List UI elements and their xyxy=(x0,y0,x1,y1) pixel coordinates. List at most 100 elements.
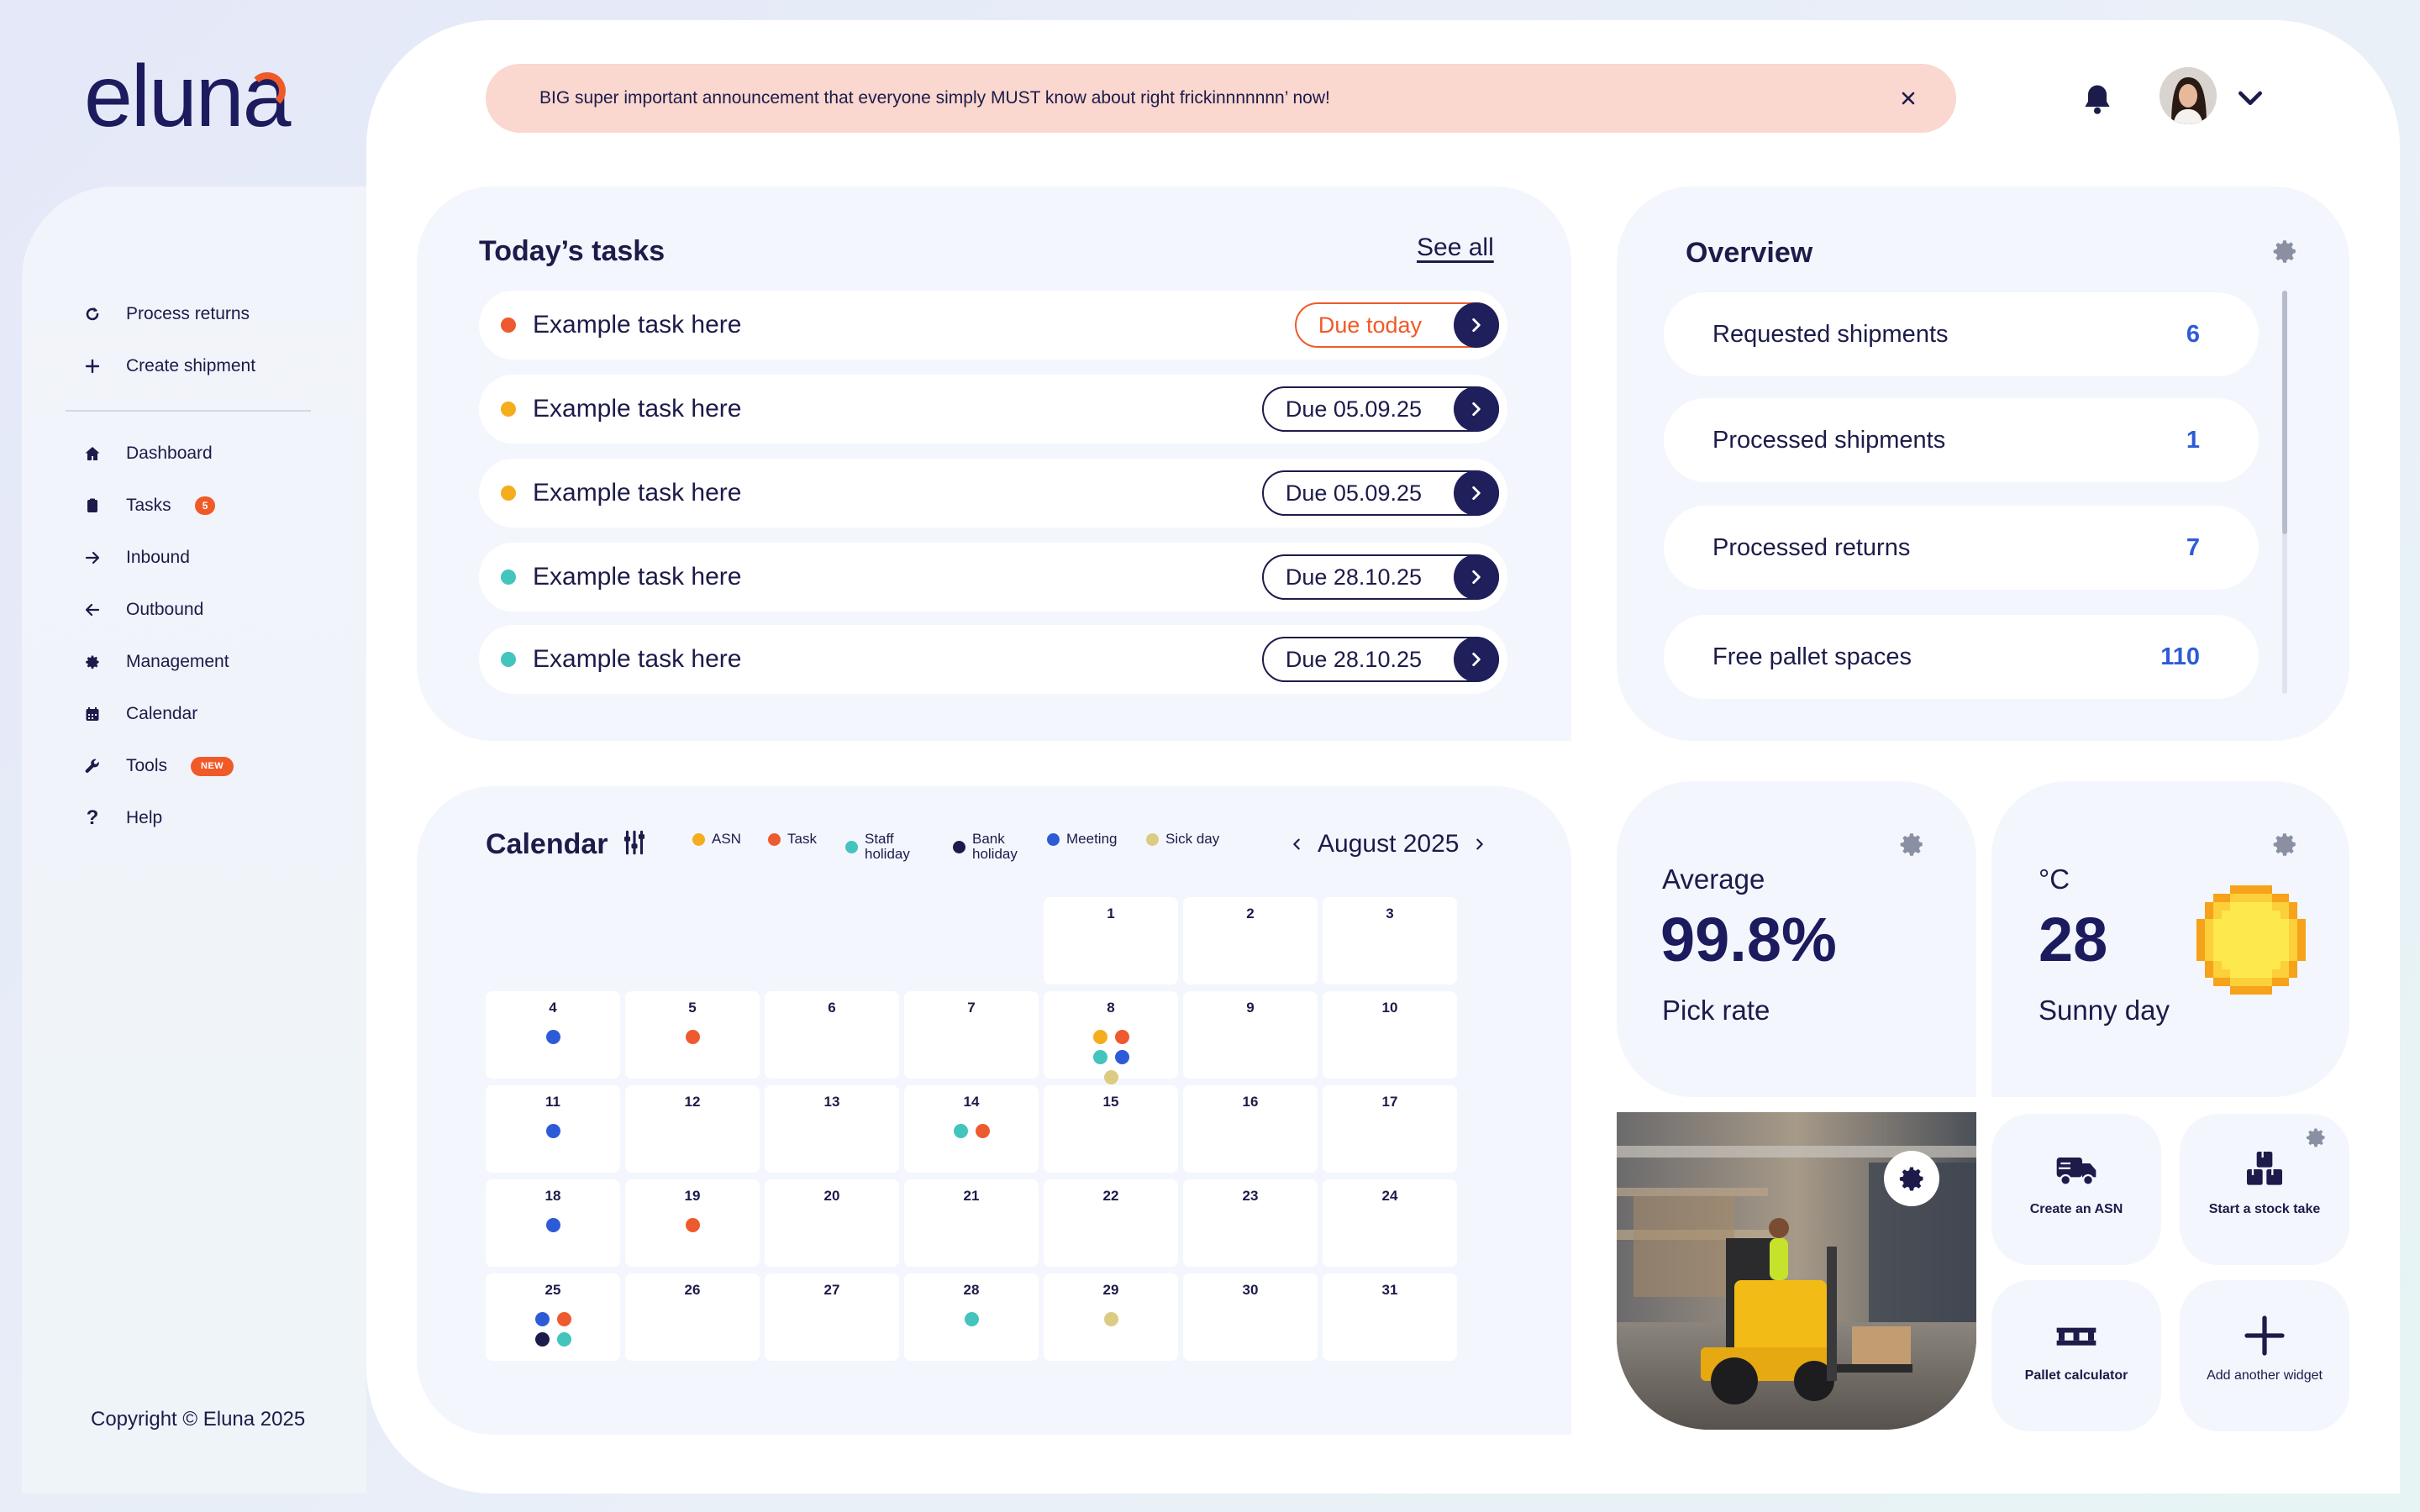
sidebar-item-inbound[interactable]: Inbound xyxy=(77,539,190,576)
overview-row[interactable]: Processed shipments 1 xyxy=(1664,398,2259,482)
overview-row[interactable]: Processed returns 7 xyxy=(1664,506,2259,590)
arrow-right-circle-icon[interactable] xyxy=(1454,637,1499,682)
arrow-right-circle-icon[interactable] xyxy=(1454,554,1499,600)
day-number: 10 xyxy=(1381,1000,1398,1016)
day-number: 9 xyxy=(1246,1000,1255,1016)
calendar-day[interactable]: 5 xyxy=(625,991,760,1079)
tasks-title: Today’s tasks xyxy=(479,235,666,267)
calendar-day[interactable]: 6 xyxy=(765,991,899,1079)
sidebar-item-process-returns[interactable]: Process returns xyxy=(77,296,250,333)
calendar-day[interactable]: 8 xyxy=(1044,991,1178,1084)
task-status-dot xyxy=(501,652,516,667)
task-due[interactable]: Due 28.10.25 xyxy=(1261,635,1499,684)
sidebar-item-dashboard[interactable]: Dashboard xyxy=(77,435,213,472)
day-number: 14 xyxy=(963,1094,980,1110)
calendar-day[interactable]: 13 xyxy=(765,1085,899,1173)
calendar-day[interactable]: 18 xyxy=(486,1179,620,1267)
scrollbar-thumb[interactable] xyxy=(2282,291,2287,534)
calendar-day[interactable]: 11 xyxy=(486,1085,620,1173)
chevron-left-icon[interactable] xyxy=(1284,832,1309,857)
calendar-day[interactable]: 10 xyxy=(1323,991,1457,1079)
calendar-filter-sliders-icon[interactable] xyxy=(620,828,649,857)
calendar-day[interactable]: 25 xyxy=(486,1273,620,1361)
warehouse-forklift-photo xyxy=(1617,1112,1976,1430)
calendar-day[interactable]: 26 xyxy=(625,1273,760,1361)
sidebar-item-tools[interactable]: Tools NEW xyxy=(77,748,234,785)
pick-rate-settings-gear-icon[interactable] xyxy=(1897,830,1926,858)
month-switcher: August 2025 xyxy=(1284,830,1492,858)
chevron-down-icon[interactable] xyxy=(2233,81,2267,114)
task-due[interactable]: Due 05.09.25 xyxy=(1261,385,1499,433)
add-widget-button[interactable]: Add another widget xyxy=(2180,1280,2349,1431)
chevron-right-icon[interactable] xyxy=(1467,832,1492,857)
calendar-day[interactable]: 12 xyxy=(625,1085,760,1173)
task-row[interactable]: Example task here Due 28.10.25 xyxy=(479,543,1507,612)
calendar-day[interactable]: 3 xyxy=(1323,897,1457,984)
day-number: 24 xyxy=(1381,1188,1398,1204)
event-dot xyxy=(1103,1070,1118,1084)
calendar-day[interactable]: 2 xyxy=(1183,897,1318,984)
calendar-day[interactable]: 17 xyxy=(1323,1085,1457,1173)
quick-actions-settings-gear-icon[interactable] xyxy=(2304,1126,2328,1149)
task-row[interactable]: Example task here Due 05.09.25 xyxy=(479,459,1507,528)
arrow-right-circle-icon[interactable] xyxy=(1454,302,1499,348)
calendar-day[interactable]: 9 xyxy=(1183,991,1318,1079)
calendar-day[interactable]: 27 xyxy=(765,1273,899,1361)
calendar-day[interactable]: 7 xyxy=(904,991,1039,1079)
see-all-link[interactable]: See all xyxy=(1417,234,1494,261)
sidebar-item-outbound[interactable]: Outbound xyxy=(77,591,203,628)
calendar-day[interactable]: 14 xyxy=(904,1085,1039,1173)
legend-label: Meeting xyxy=(1066,831,1118,847)
arrow-right-circle-icon[interactable] xyxy=(1454,470,1499,516)
task-due[interactable]: Due today xyxy=(1294,301,1499,349)
notifications-bell-icon[interactable] xyxy=(2079,81,2116,118)
question-icon: ? xyxy=(86,806,99,829)
calendar-day[interactable]: 31 xyxy=(1323,1273,1457,1361)
calendar-day[interactable]: 4 xyxy=(486,991,620,1079)
calendar-day[interactable]: 29 xyxy=(1044,1273,1178,1361)
sidebar-item-tasks[interactable]: Tasks 5 xyxy=(77,487,216,524)
calendar-day[interactable]: 21 xyxy=(904,1179,1039,1267)
calendar-day[interactable]: 23 xyxy=(1183,1179,1318,1267)
close-icon[interactable] xyxy=(1892,82,1924,114)
task-row[interactable]: Example task here Due 05.09.25 xyxy=(479,375,1507,444)
day-number: 6 xyxy=(828,1000,836,1016)
legend-swatch xyxy=(953,840,965,853)
qa-label: Start a stock take xyxy=(2208,1202,2321,1216)
calendar-day[interactable]: 20 xyxy=(765,1179,899,1267)
qa-label: Pallet calculator xyxy=(2024,1368,2128,1383)
calendar-day[interactable]: 22 xyxy=(1044,1179,1178,1267)
task-row[interactable]: Example task here Due 28.10.25 xyxy=(479,625,1507,694)
sidebar-divider xyxy=(66,410,311,412)
eluna-logo[interactable]: eluna xyxy=(84,47,291,147)
overview-scrollbar[interactable] xyxy=(2282,291,2287,694)
calendar-day[interactable]: 28 xyxy=(904,1273,1039,1361)
calendar-day[interactable]: 24 xyxy=(1323,1179,1457,1267)
arrow-right-circle-icon[interactable] xyxy=(1454,386,1499,432)
overview-settings-gear-icon[interactable] xyxy=(2270,237,2299,265)
event-dot xyxy=(556,1332,571,1347)
overview-row[interactable]: Requested shipments 6 xyxy=(1664,292,2259,376)
sidebar-item-calendar[interactable]: Calendar xyxy=(77,696,197,732)
create-asn-button[interactable]: Create an ASN xyxy=(1991,1114,2161,1265)
overview-row[interactable]: Free pallet spaces 110 xyxy=(1664,615,2259,699)
calendar-day[interactable]: 19 xyxy=(625,1179,760,1267)
sidebar-item-help[interactable]: ? Help xyxy=(77,800,163,837)
pallet-calculator-button[interactable]: Pallet calculator xyxy=(1991,1280,2161,1431)
calendar-day[interactable]: 15 xyxy=(1044,1085,1178,1173)
task-row[interactable]: Example task here Due today xyxy=(479,291,1507,360)
task-due[interactable]: Due 28.10.25 xyxy=(1261,553,1499,601)
sidebar-item-create-shipment[interactable]: Create shipment xyxy=(77,348,255,385)
photo-settings-gear-icon[interactable] xyxy=(1884,1151,1939,1206)
calendar-day[interactable]: 16 xyxy=(1183,1085,1318,1173)
day-number: 12 xyxy=(684,1094,701,1110)
task-due[interactable]: Due 05.09.25 xyxy=(1261,469,1499,517)
weather-settings-gear-icon[interactable] xyxy=(2270,830,2299,858)
sidebar: Process returns Create shipment Dashboar… xyxy=(22,186,366,1494)
legend-label: Bank holiday xyxy=(972,831,1018,862)
day-number: 3 xyxy=(1386,906,1394,921)
sidebar-item-management[interactable]: Management xyxy=(77,643,229,680)
user-avatar[interactable] xyxy=(2160,67,2217,124)
calendar-day[interactable]: 30 xyxy=(1183,1273,1318,1361)
calendar-day[interactable]: 1 xyxy=(1044,897,1178,984)
